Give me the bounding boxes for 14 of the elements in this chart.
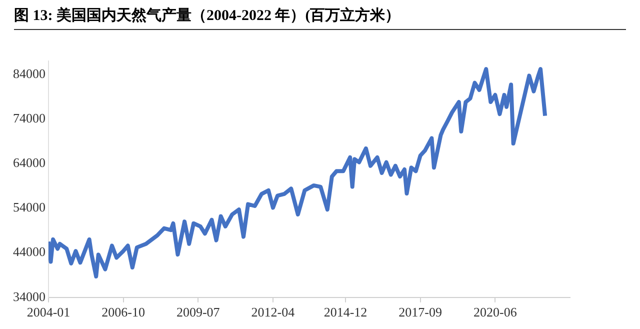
chart-title: 图 13: 美国国内天然气产量（2004-2022 年）(百万立方米） xyxy=(14,6,626,30)
x-tick-label: 2004-01 xyxy=(26,304,70,320)
y-tick-label: 84000 xyxy=(13,66,46,81)
x-tick-label: 2006-10 xyxy=(102,304,145,320)
x-tick-label: 2020-06 xyxy=(474,304,518,320)
y-tick-label: 74000 xyxy=(13,110,46,126)
x-tick-label: 2009-07 xyxy=(176,304,220,320)
x-tick-label: 2012-04 xyxy=(251,304,296,320)
x-tick-label: 2017-09 xyxy=(398,304,442,320)
x-tick-label: 2014-12 xyxy=(324,304,368,320)
y-tick-label: 34000 xyxy=(13,288,46,304)
y-tick-label: 44000 xyxy=(13,244,46,260)
y-tick-label: 64000 xyxy=(13,155,46,170)
y-tick-label: 54000 xyxy=(13,200,46,215)
